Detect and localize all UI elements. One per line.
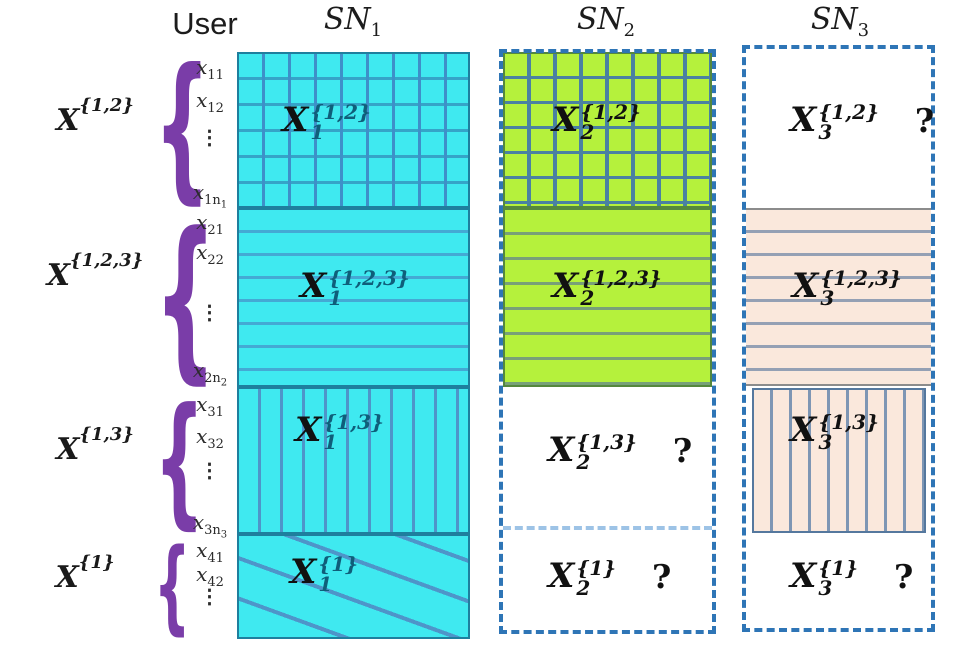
brace-group1: { <box>154 35 211 219</box>
cell-label-sn1-x13: X {1,3} 1 <box>295 410 384 455</box>
group-label-x12: X{1,2} <box>56 94 134 138</box>
cell-label-sn3-x123: X {1,2,3} 3 <box>792 266 902 311</box>
column-header-sn2: SN2 <box>576 2 636 41</box>
cell-label-sn1-x12: X {1,2} 1 <box>282 100 371 145</box>
row-label-x11: x11 <box>196 55 224 83</box>
cell-label-sn1-x1: X {1} 1 <box>290 552 359 597</box>
column-header-sn3: SN3 <box>810 2 870 41</box>
row-label-dots2: ⋮ <box>199 300 221 324</box>
row-label-x1n1: x1n1 <box>192 180 228 211</box>
cell-label-sn2-x12: X {1,2} 2 <box>552 100 641 145</box>
row-label-x32: x32 <box>196 424 224 452</box>
matrix-block-sn2-x12 <box>503 52 712 208</box>
column-header-user: User <box>172 6 238 41</box>
row-label-x31: x31 <box>196 392 224 420</box>
column-header-sn1: SN1 <box>323 2 383 41</box>
row-label-x42: x42 <box>196 562 224 590</box>
row-label-x12: x12 <box>196 88 224 116</box>
cell-label-sn2-x1: X {1} 2? <box>548 556 672 601</box>
cell-label-sn2-x123: X {1,2,3} 2 <box>552 266 662 311</box>
row-label-dots1: ⋮ <box>199 125 221 149</box>
cell-label-sn3-x13: X {1,3} 3 <box>790 410 879 455</box>
matrix-block-sn1-x123 <box>237 208 470 387</box>
brace-group3: { <box>154 378 205 543</box>
row-label-x22: x22 <box>196 240 224 268</box>
row-label-dots3: ⋮ <box>199 458 221 482</box>
matrix-block-sn3-x123 <box>746 208 931 386</box>
cell-label-sn2-x13: X {1,3} 2? <box>548 430 693 475</box>
matrix-block-sn2-x123 <box>503 208 712 387</box>
group-label-x1: X{1} <box>55 551 115 595</box>
dashed-divider-sn2 <box>503 526 712 530</box>
cell-label-sn1-x123: X {1,2,3} 1 <box>300 266 410 311</box>
brace-group4: { <box>154 527 191 646</box>
matrix-block-sn1-x12 <box>237 52 470 208</box>
row-label-x41: x41 <box>196 538 224 566</box>
matrix-block-sn1-x1 <box>237 534 470 639</box>
row-label-x2n2: x2n2 <box>192 358 228 389</box>
row-label-x21: x21 <box>196 210 224 238</box>
row-label-dots4: ⋮ <box>199 584 221 608</box>
group-label-x13: X{1,3} <box>56 423 134 467</box>
row-label-x3n3: x3n3 <box>192 510 228 541</box>
group-label-x123: X{1,2,3} <box>46 249 144 293</box>
cell-label-sn3-x1: X {1} 3? <box>790 556 914 601</box>
brace-group2: { <box>154 195 217 400</box>
cell-label-sn3-x12: X {1,2} 3? <box>790 100 935 145</box>
matrix-block-sn3-x13 <box>752 388 926 533</box>
matrix-block-sn1-x13 <box>237 387 470 534</box>
